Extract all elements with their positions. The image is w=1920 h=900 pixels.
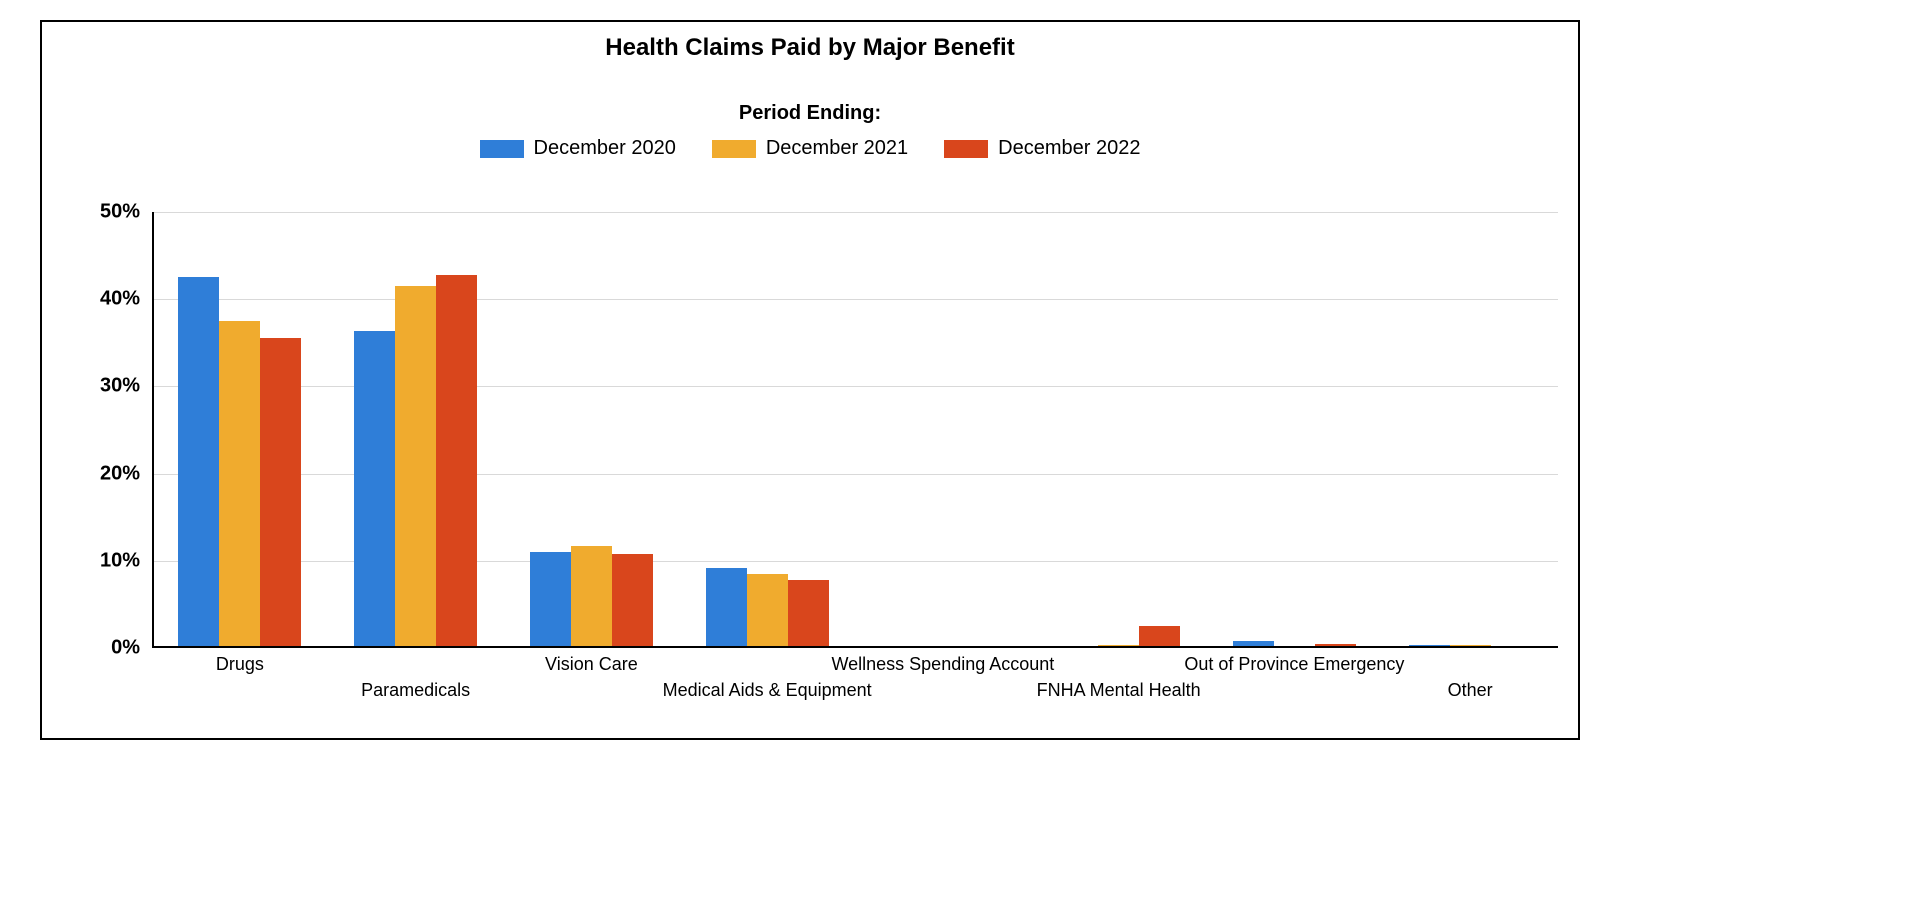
chart-frame: Health Claims Paid by Major Benefit Peri… (40, 20, 1580, 740)
chart-title: Health Claims Paid by Major Benefit (42, 34, 1578, 62)
legend-swatch (480, 140, 524, 158)
x-tick-label: Wellness Spending Account (831, 654, 1054, 675)
y-tick-label: 0% (111, 637, 152, 660)
y-tick-label: 50% (100, 201, 152, 224)
y-tick-label: 20% (100, 462, 152, 485)
legend: December 2020 December 2021 December 2022 (42, 137, 1578, 160)
x-tick-label: Paramedicals (361, 680, 470, 701)
x-tick-label: Other (1448, 680, 1493, 701)
legend-label: December 2021 (766, 137, 908, 159)
legend-swatch (944, 140, 988, 158)
x-tick-label: Drugs (216, 654, 264, 675)
legend-item: December 2021 (712, 137, 908, 160)
y-tick-label: 30% (100, 375, 152, 398)
y-tick-label: 10% (100, 549, 152, 572)
legend-item: December 2020 (480, 137, 676, 160)
x-tick-label: FNHA Mental Health (1037, 680, 1201, 701)
x-tick-label: Medical Aids & Equipment (663, 680, 872, 701)
legend-label: December 2022 (998, 137, 1140, 159)
legend-swatch (712, 140, 756, 158)
plot-area: 0%10%20%30%40%50% DrugsParamedicalsVisio… (152, 212, 1558, 648)
x-tick-label: Out of Province Emergency (1184, 654, 1404, 675)
legend-title: Period Ending: (42, 102, 1578, 125)
legend-label: December 2020 (534, 137, 676, 159)
x-tick-label: Vision Care (545, 654, 638, 675)
x-tick-labels: DrugsParamedicalsVision CareMedical Aids… (152, 212, 1558, 648)
legend-item: December 2022 (944, 137, 1140, 160)
y-tick-label: 40% (100, 288, 152, 311)
